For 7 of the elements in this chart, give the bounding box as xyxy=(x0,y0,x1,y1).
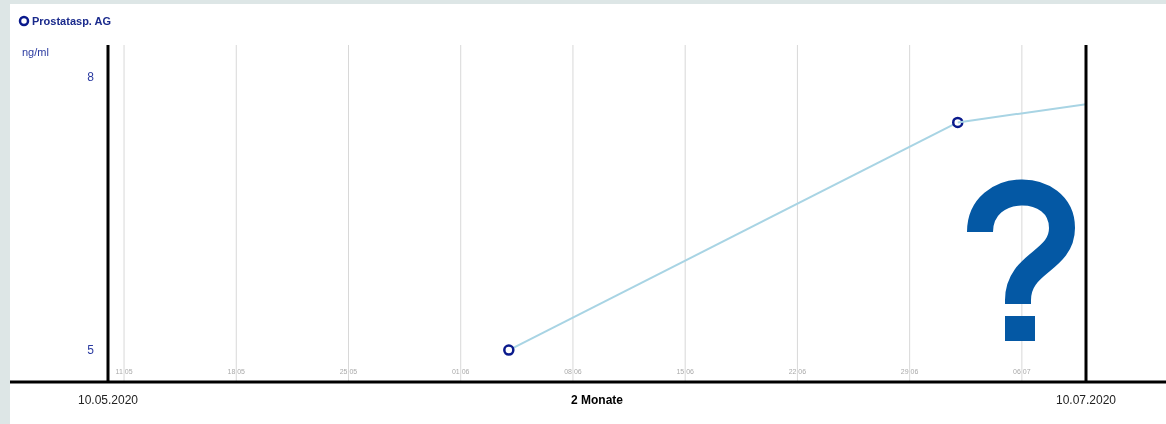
legend-label: Prostatasp. AG xyxy=(32,15,112,27)
y-tick-label: 8 xyxy=(87,69,95,84)
text: 10.07.2020 xyxy=(1055,393,1117,407)
y-axis-title: ng/ml xyxy=(22,46,49,58)
y-tick-label: 5 xyxy=(87,343,95,358)
x-axis-title: 2 Monate xyxy=(570,393,624,407)
text: 10.05.2020 xyxy=(77,393,139,407)
